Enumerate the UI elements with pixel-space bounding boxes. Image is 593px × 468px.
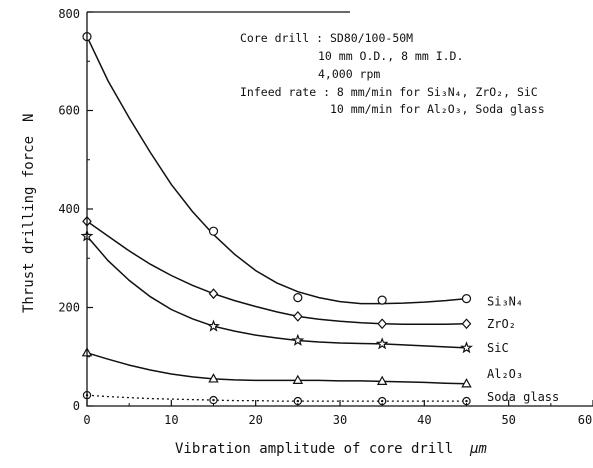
annotation-line-2: 10 mm O.D., 8 mm I.D.	[318, 49, 463, 63]
data-point-triangle	[376, 375, 388, 385]
series-curves	[86, 36, 467, 402]
x-tick-label: 10	[164, 413, 178, 427]
data-point-triangle	[292, 374, 304, 384]
data-point-star	[207, 319, 220, 332]
annotation-line-5: 10 mm/min for Al₂O₃, Soda glass	[330, 102, 545, 116]
y-tick-label: 200	[58, 301, 80, 315]
data-point-diamond	[377, 318, 387, 330]
annotation-line-1: Core drill : SD80/100-50M	[240, 31, 413, 45]
data-point-circle	[208, 226, 219, 236]
series-label: SiC	[487, 341, 509, 355]
annotation-line-4-materials: Si₃N₄, ZrO₂, SiC	[427, 85, 538, 99]
annotation-line-3: 4,000 rpm	[318, 67, 380, 81]
x-axis-label: Vibration amplitude of core drill	[175, 441, 453, 457]
data-point-dot	[296, 399, 300, 403]
series-line	[86, 235, 467, 349]
x-axis-unit: μm	[469, 441, 487, 457]
series-line	[86, 36, 467, 305]
annotation-line-5-prefix: 10 mm/min for	[330, 102, 427, 116]
series-label: Soda glass	[487, 390, 559, 404]
y-axis-unit: N	[21, 114, 37, 122]
data-point-star	[291, 333, 305, 346]
series-label: Si₃N₄	[487, 295, 523, 309]
y-tick-label: 600	[58, 104, 80, 118]
data-point-diamond	[293, 310, 303, 322]
y-tick-label: 400	[58, 202, 80, 216]
x-tick-label: 0	[83, 413, 90, 427]
data-point-circle	[461, 294, 472, 304]
series-line	[86, 352, 467, 385]
y-tick-label: 0	[73, 399, 80, 413]
x-tick-label: 60	[578, 413, 592, 427]
axis-titles: Vibration amplitude of core drill μm Thr…	[21, 114, 487, 457]
data-point-circle	[293, 293, 303, 303]
x-tick-label: 20	[248, 413, 262, 427]
y-tick-label: 800	[58, 7, 80, 21]
annotation-line-5-materials: Al₂O₃, Soda glass	[427, 102, 545, 116]
series-line	[86, 394, 467, 402]
series-markers: Si₃N₄ ZrO₂ SiC Al₂O₃ Soda glass	[80, 32, 559, 406]
data-point-star	[375, 337, 389, 350]
series-line	[86, 220, 467, 325]
data-point-diamond	[208, 288, 219, 300]
data-point-dot	[212, 398, 215, 402]
data-point-dot	[465, 399, 468, 403]
x-tick-label: 30	[333, 413, 347, 427]
data-point-circle	[377, 295, 387, 305]
annotation-block: Core drill : SD80/100-50M 10 mm O.D., 8 …	[240, 31, 545, 116]
annotation-line-4-prefix: Infeed rate : 8 mm/min for	[240, 85, 427, 99]
series-label: ZrO₂	[487, 317, 516, 331]
annotation-line-4: Infeed rate : 8 mm/min for Si₃N₄, ZrO₂, …	[240, 85, 538, 99]
data-point-dot	[380, 399, 384, 403]
x-tick-label: 50	[501, 413, 515, 427]
data-point-star	[460, 341, 473, 354]
series-label: Al₂O₃	[487, 367, 523, 381]
data-point-triangle	[208, 373, 219, 383]
data-point-triangle	[461, 378, 472, 388]
y-axis-label: Thrust drilling force	[21, 136, 37, 313]
x-tick-label: 40	[417, 413, 431, 427]
data-point-diamond	[461, 318, 472, 330]
